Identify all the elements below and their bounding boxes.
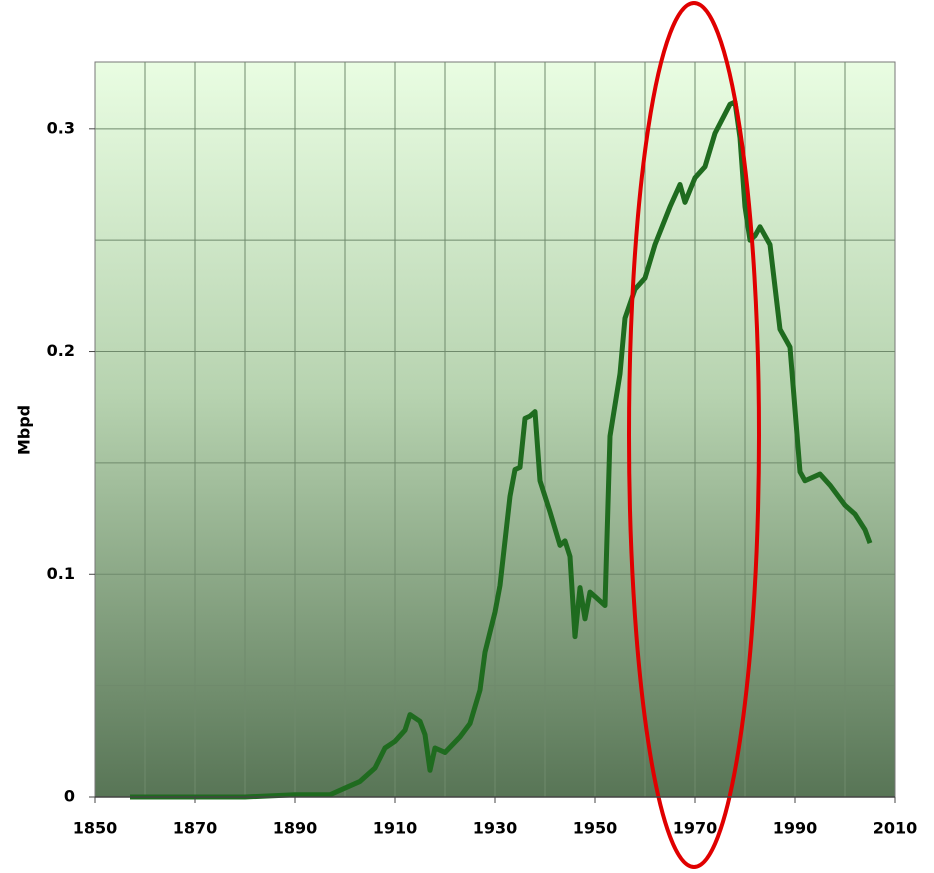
grid: [95, 62, 895, 797]
marks: [130, 99, 873, 800]
x-tick-label: 1870: [173, 819, 218, 838]
highlight-ellipse: [627, 1, 761, 869]
x-tick-label: 1930: [473, 819, 518, 838]
y-tick-label: 0.2: [47, 341, 75, 360]
y-tick-label: 0.3: [47, 118, 75, 137]
x-tick-label: 1850: [73, 819, 118, 838]
y-tick-label: 0.1: [47, 564, 75, 583]
x-tick-label: 1910: [373, 819, 418, 838]
x-tick-label: 1970: [673, 819, 718, 838]
data-line: [130, 99, 873, 800]
x-tick-label: 1990: [773, 819, 818, 838]
y-axis-label: Mbpd: [15, 405, 34, 455]
x-tick-label: 1950: [573, 819, 618, 838]
x-tick-label: 1890: [273, 819, 318, 838]
y-tick-label: 0: [64, 787, 75, 806]
x-tick-label: 2010: [873, 819, 918, 838]
